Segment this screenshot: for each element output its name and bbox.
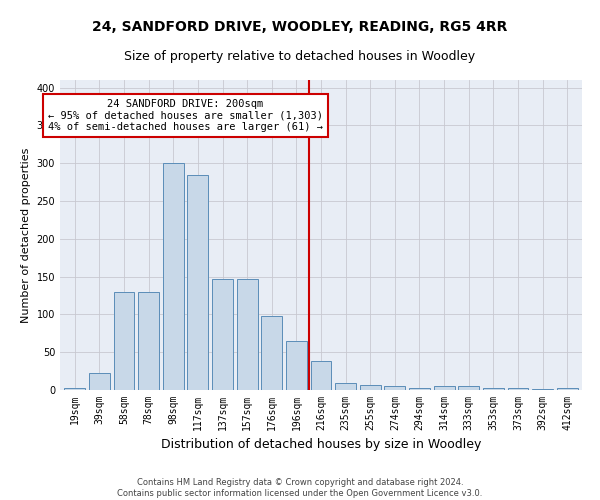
- Bar: [483, 388, 504, 390]
- Bar: [409, 388, 430, 390]
- Text: 24 SANDFORD DRIVE: 200sqm
← 95% of detached houses are smaller (1,303)
4% of sem: 24 SANDFORD DRIVE: 200sqm ← 95% of detac…: [48, 99, 323, 132]
- Bar: [212, 279, 233, 390]
- Bar: [557, 388, 578, 390]
- Bar: [187, 174, 208, 390]
- X-axis label: Distribution of detached houses by size in Woodley: Distribution of detached houses by size …: [161, 438, 481, 452]
- Bar: [335, 383, 356, 390]
- Bar: [89, 374, 110, 390]
- Text: Size of property relative to detached houses in Woodley: Size of property relative to detached ho…: [124, 50, 476, 63]
- Bar: [163, 163, 184, 390]
- Bar: [532, 389, 553, 390]
- Y-axis label: Number of detached properties: Number of detached properties: [21, 148, 31, 322]
- Bar: [113, 292, 134, 390]
- Bar: [286, 341, 307, 390]
- Bar: [458, 386, 479, 390]
- Bar: [138, 292, 159, 390]
- Bar: [236, 279, 257, 390]
- Bar: [261, 316, 282, 390]
- Bar: [360, 386, 381, 390]
- Bar: [508, 388, 529, 390]
- Bar: [434, 386, 455, 390]
- Bar: [385, 386, 406, 390]
- Bar: [64, 388, 85, 390]
- Text: Contains HM Land Registry data © Crown copyright and database right 2024.
Contai: Contains HM Land Registry data © Crown c…: [118, 478, 482, 498]
- Text: 24, SANDFORD DRIVE, WOODLEY, READING, RG5 4RR: 24, SANDFORD DRIVE, WOODLEY, READING, RG…: [92, 20, 508, 34]
- Bar: [311, 362, 331, 390]
